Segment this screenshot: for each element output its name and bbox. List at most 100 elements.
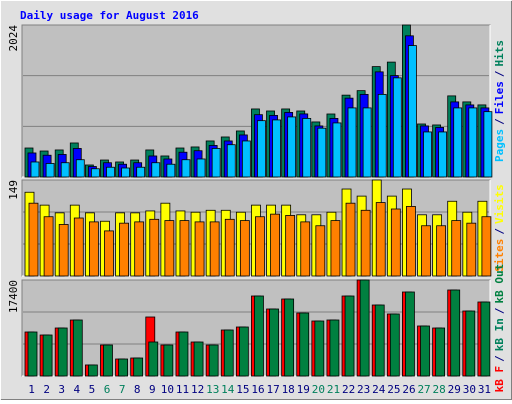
legend-entry: Sites — [493, 239, 506, 272]
x-tick-label: 14 — [221, 383, 235, 396]
bar — [254, 295, 264, 377]
x-tick-label: 13 — [206, 383, 219, 396]
bar — [45, 163, 55, 178]
bar — [133, 357, 144, 377]
bar — [315, 225, 326, 277]
bar — [360, 209, 371, 277]
x-tick-label: 15 — [236, 383, 249, 396]
bar — [209, 221, 220, 277]
bar — [106, 166, 115, 178]
bar — [75, 159, 85, 178]
legend-entry: Visits — [493, 184, 506, 224]
bar — [241, 140, 251, 178]
x-tick-label: 6 — [104, 383, 111, 396]
bar — [453, 107, 463, 178]
bar — [257, 120, 266, 178]
bar — [179, 220, 190, 277]
bar — [406, 206, 416, 277]
bar — [465, 310, 476, 377]
bar — [480, 301, 491, 377]
bar — [344, 295, 355, 377]
bar — [90, 168, 100, 178]
bar — [299, 312, 310, 377]
bar — [420, 325, 430, 377]
x-tick-label: 12 — [191, 383, 204, 396]
bar — [43, 216, 54, 277]
bar — [302, 118, 312, 178]
legend-entry: kB In — [493, 318, 506, 351]
legend-entry: Pages — [493, 129, 506, 162]
x-tick-label: 11 — [176, 383, 189, 396]
bar — [149, 218, 160, 277]
bar — [374, 304, 385, 377]
bar — [390, 208, 401, 277]
bar — [88, 221, 99, 277]
x-tick-label: 2 — [43, 383, 50, 396]
bar — [164, 220, 175, 277]
bar — [151, 162, 161, 178]
x-tick-label: 1 — [28, 383, 35, 396]
bar — [314, 320, 325, 377]
x-tick-label: 26 — [402, 383, 415, 396]
bar — [287, 116, 297, 178]
bar — [389, 313, 400, 377]
bar — [483, 111, 493, 178]
bar — [481, 216, 492, 277]
x-tick-label: 31 — [478, 383, 491, 396]
bar — [87, 364, 98, 377]
x-tick-label: 9 — [149, 383, 156, 396]
bar — [193, 341, 204, 377]
bar — [375, 202, 386, 277]
bar — [208, 344, 219, 377]
legend-separator: / — [493, 228, 506, 235]
x-tick-label: 8 — [134, 383, 141, 396]
bar — [300, 221, 311, 277]
x-tick-label: 28 — [433, 383, 446, 396]
legend-entry: kB F — [493, 366, 506, 393]
bar — [468, 107, 478, 178]
y-tick-label: 149 — [7, 180, 20, 200]
y-tick-label: 17400 — [7, 280, 20, 313]
bar — [103, 344, 113, 377]
bar — [362, 107, 372, 178]
x-tick-label: 30 — [463, 383, 476, 396]
x-tick-label: 18 — [282, 383, 295, 396]
bar — [136, 166, 146, 178]
bar — [438, 131, 448, 178]
x-tick-label: 20 — [312, 383, 325, 396]
x-tick-label: 22 — [342, 383, 355, 396]
bar — [435, 327, 446, 377]
x-tick-label: 29 — [448, 383, 461, 396]
y-tick-label: 2024 — [7, 25, 20, 52]
bar — [359, 279, 370, 377]
bar — [118, 358, 128, 377]
bar — [285, 215, 296, 277]
bar — [436, 225, 447, 277]
legend: Sites / Visits — [493, 184, 506, 272]
bar — [269, 308, 279, 377]
bar — [255, 216, 265, 277]
bar — [72, 319, 83, 377]
bar — [421, 225, 431, 277]
x-tick-label: 24 — [372, 383, 386, 396]
x-tick-label: 10 — [161, 383, 174, 396]
bar — [104, 230, 114, 277]
legend-entry: Files — [493, 81, 506, 114]
legend-entry: kB Out — [493, 264, 506, 304]
bar — [345, 202, 356, 277]
bar — [408, 45, 417, 178]
bar — [196, 158, 206, 178]
bar — [73, 217, 84, 277]
bar — [450, 289, 461, 377]
bar — [284, 298, 295, 377]
bar — [377, 93, 387, 178]
bar — [317, 127, 327, 178]
x-tick-label: 5 — [89, 383, 96, 396]
bar — [211, 148, 221, 178]
bar — [42, 334, 53, 377]
bar — [270, 213, 280, 277]
bar — [121, 167, 130, 178]
bar — [272, 119, 281, 178]
bar — [451, 220, 462, 277]
legend-separator: / — [493, 70, 506, 77]
